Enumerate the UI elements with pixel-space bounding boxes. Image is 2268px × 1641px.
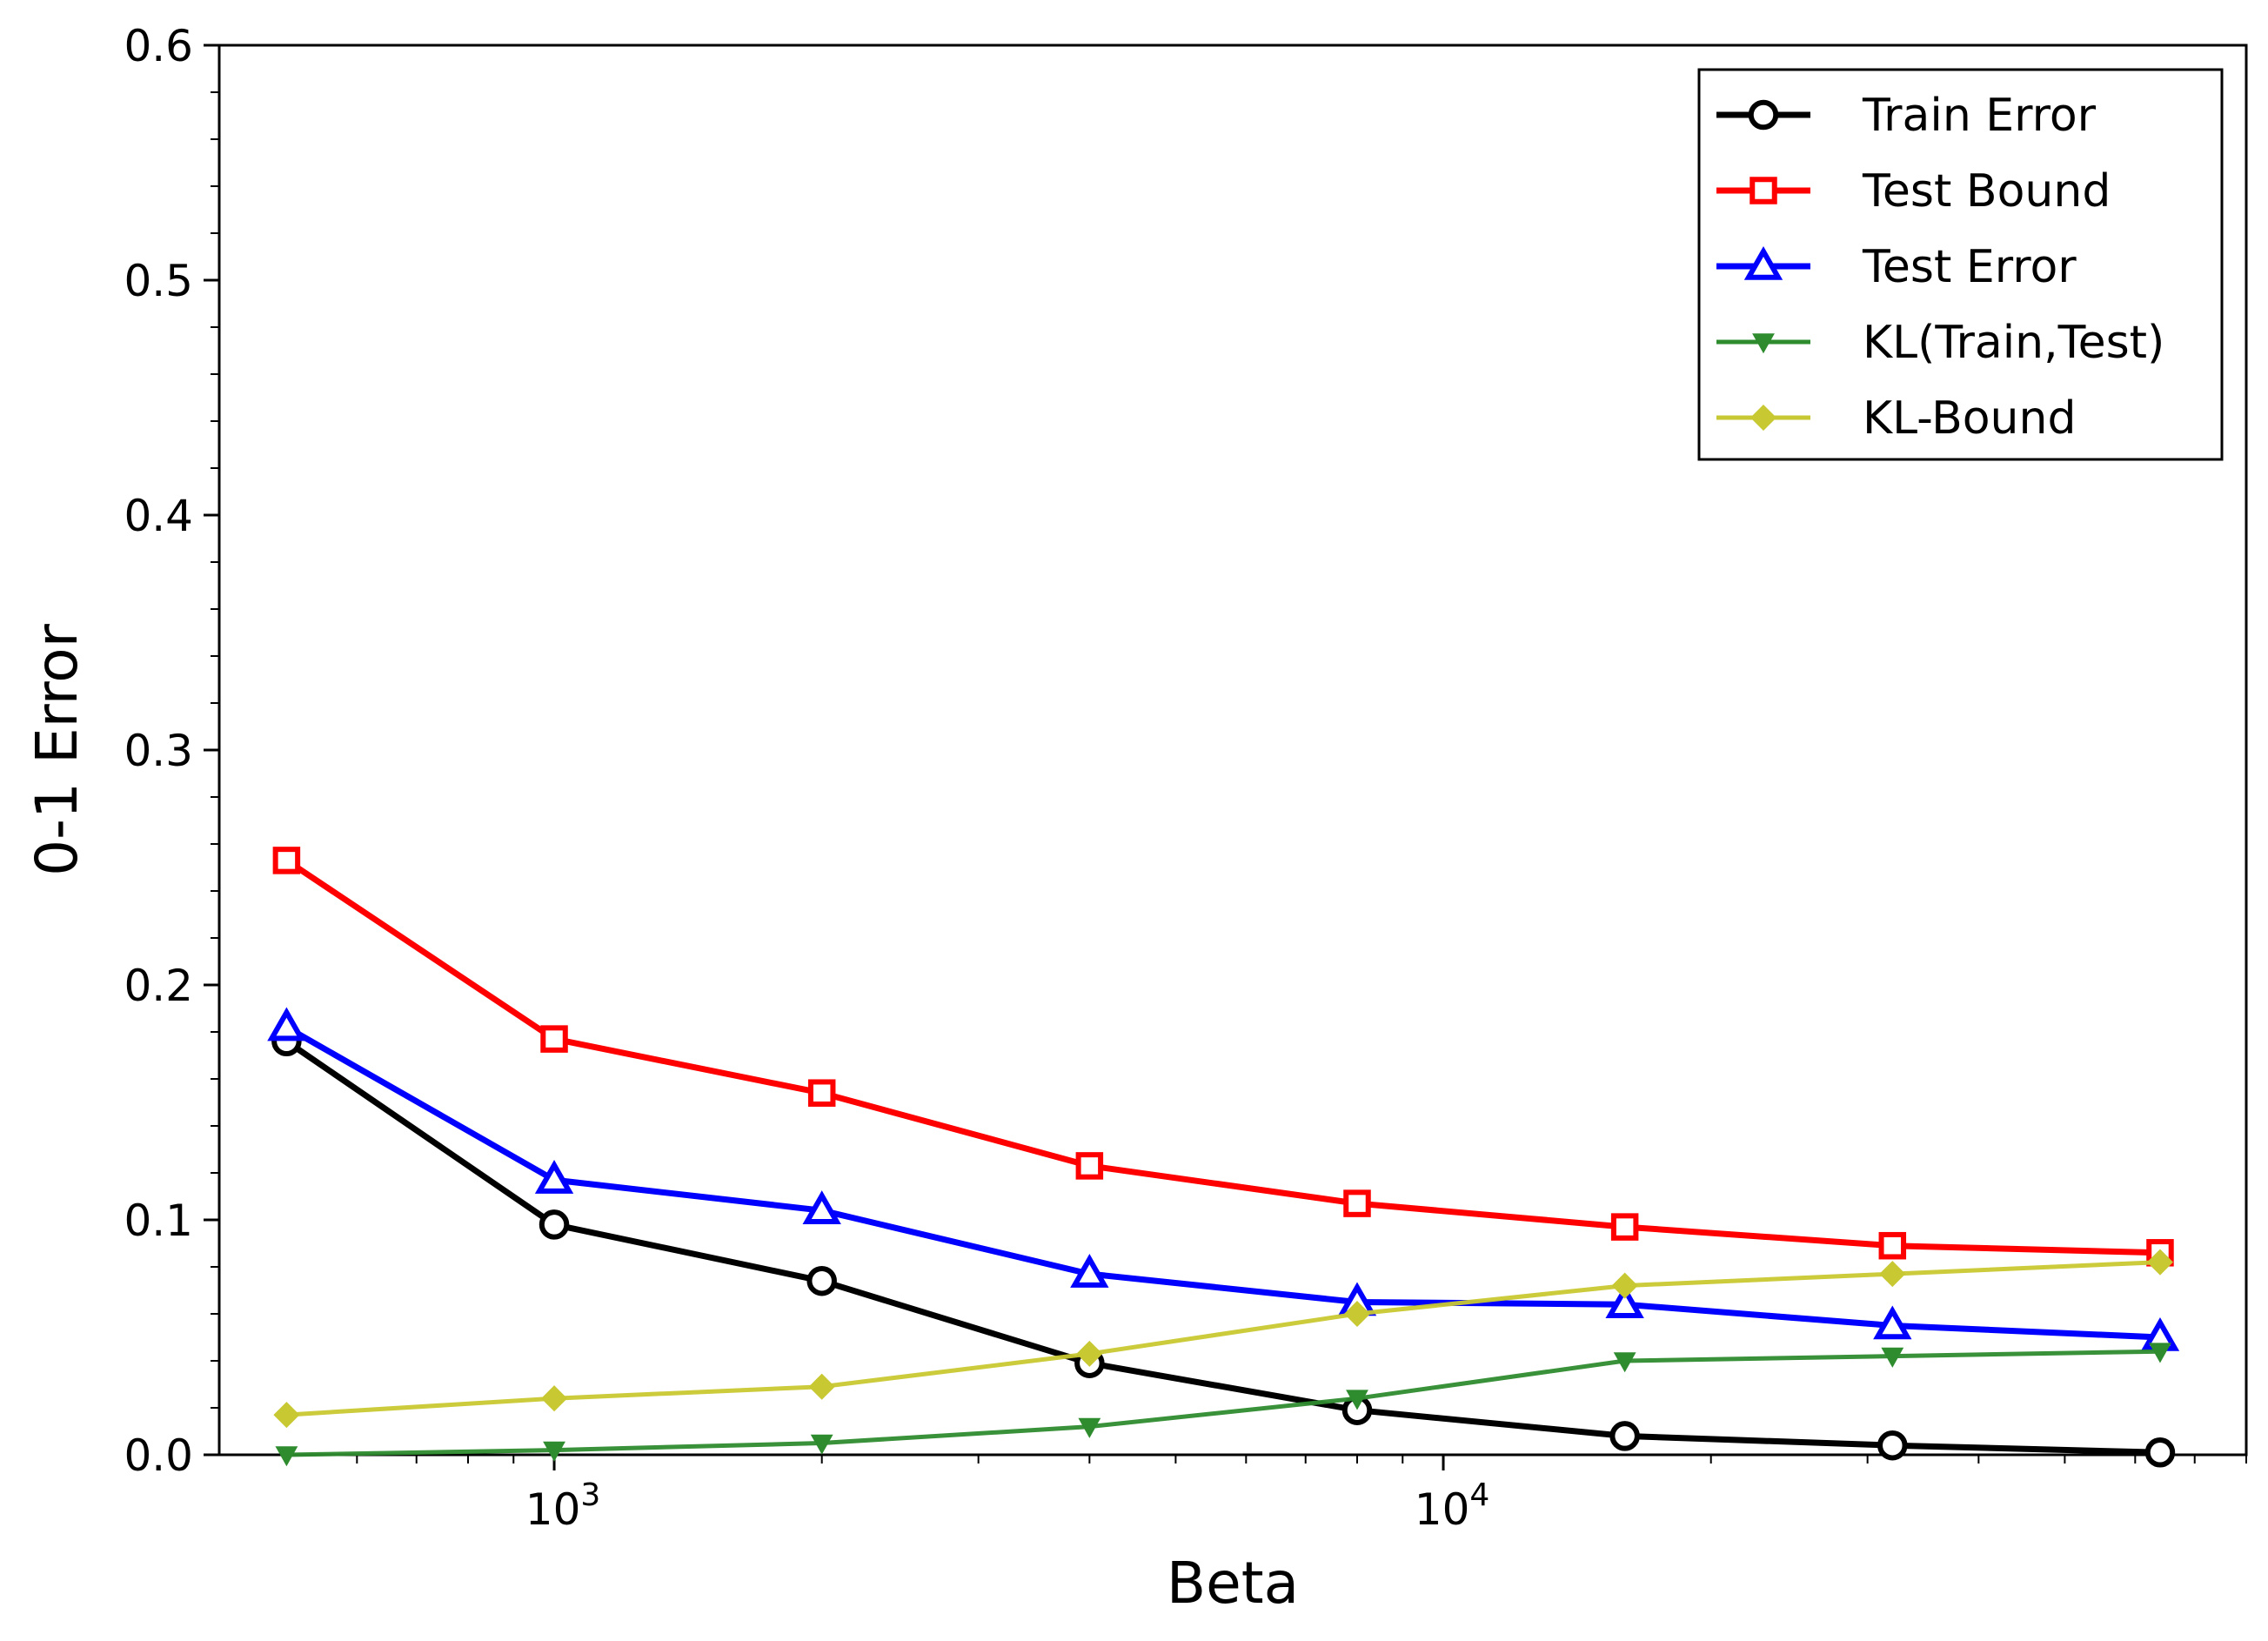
data-point (1609, 1421, 1640, 1451)
x-axis-label: Beta (1167, 1550, 1299, 1617)
legend-item: Test Bound (1716, 165, 2111, 218)
data-point (543, 1441, 565, 1462)
x-tick-base: 10 (1415, 1484, 1470, 1535)
data-point (534, 1160, 574, 1194)
y-tick-label: 0.0 (124, 1430, 193, 1481)
series-kl-bound (273, 1249, 2173, 1429)
data-point (1343, 1300, 1371, 1328)
legend-label: KL(Train,Test) (1863, 317, 2164, 369)
series-line (283, 1038, 2164, 1456)
data-point (807, 1079, 836, 1107)
data-point (1748, 99, 1779, 131)
legend-item: KL(Train,Test) (1716, 317, 2164, 369)
legend-item: Train Error (1716, 90, 2097, 142)
y-tick-label: 0.3 (124, 726, 193, 776)
legend-label: Train Error (1862, 90, 2097, 142)
data-point (1610, 1213, 1639, 1241)
data-point (1075, 1152, 1104, 1180)
series-line (284, 1260, 2163, 1417)
x-tick-label: 103 (525, 1477, 601, 1535)
series-test-bound (272, 847, 2174, 1267)
data-point (2144, 1437, 2176, 1468)
data-point (1078, 1417, 1101, 1438)
data-point (1752, 333, 1775, 354)
data-point (267, 1007, 306, 1042)
x-tick-exponent: 3 (580, 1477, 600, 1513)
data-point (2149, 1343, 2171, 1363)
data-point (2146, 1249, 2173, 1276)
data-point (1879, 1261, 1906, 1288)
data-point (275, 1446, 298, 1467)
y-tick-label: 0.6 (124, 21, 193, 71)
data-point (1611, 1272, 1638, 1299)
data-point (1750, 177, 1777, 204)
data-point (1605, 1284, 1644, 1318)
legend-label: Test Bound (1862, 165, 2111, 218)
legend-item: KL-Bound (1716, 392, 2076, 445)
data-point (1881, 1347, 1904, 1368)
data-point (273, 1402, 300, 1429)
data-point (1613, 1352, 1636, 1373)
x-tick-base: 10 (525, 1484, 581, 1535)
series-test-error (267, 1007, 2180, 1351)
data-point (808, 1373, 835, 1400)
data-point (1346, 1390, 1368, 1410)
y-axis-label: 0-1 Error (23, 623, 90, 876)
y-tick-label: 0.2 (124, 961, 193, 1011)
data-point (810, 1434, 833, 1455)
y-tick-label: 0.5 (124, 256, 193, 306)
y-tick-label: 0.1 (124, 1196, 193, 1246)
series-line (284, 1349, 2163, 1457)
data-point (1878, 1231, 1907, 1260)
y-tick-label: 0.4 (124, 491, 193, 541)
data-point (1070, 1254, 1109, 1288)
data-point (1750, 404, 1777, 432)
data-point (802, 1190, 841, 1224)
series-line (283, 1024, 2164, 1341)
data-point (539, 1209, 570, 1240)
data-point (1076, 1340, 1103, 1367)
x-tick-exponent: 4 (1469, 1477, 1489, 1513)
data-point (806, 1265, 837, 1296)
legend: Train Error Test Bound Test Error KL(Train,… (1697, 68, 2224, 461)
data-point (1743, 245, 1783, 280)
series-layer (267, 847, 2180, 1468)
legend-item: Test Error (1716, 241, 2077, 293)
data-point (1873, 1305, 1912, 1340)
data-point (540, 1025, 568, 1053)
x-tick-label: 104 (1415, 1477, 1490, 1535)
series-kl-train-test- (275, 1343, 2171, 1467)
series-line (283, 857, 2164, 1256)
data-point (272, 847, 301, 874)
legend-label: KL-Bound (1863, 392, 2076, 445)
data-point (1343, 1189, 1371, 1217)
legend-label: Test Error (1862, 241, 2077, 293)
data-point (541, 1385, 568, 1412)
data-point (1877, 1430, 1908, 1461)
